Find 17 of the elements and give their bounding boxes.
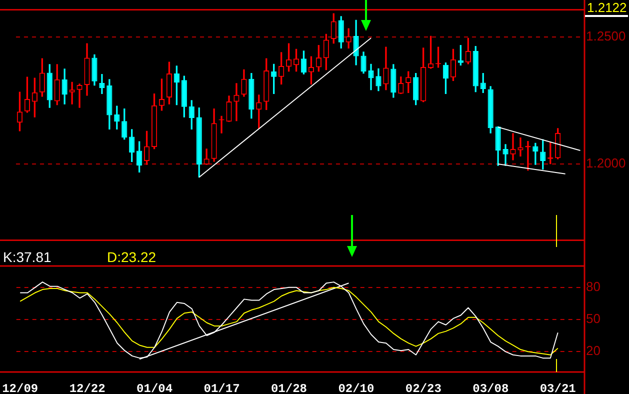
x-tick-label: 12/22 (69, 382, 106, 394)
text: D:23.22 (107, 248, 156, 265)
x-tick-label: 02/23 (405, 382, 442, 394)
y-tick-label: 1.2500 (586, 28, 626, 44)
x-tick-label: 03/08 (472, 382, 509, 394)
series-label: K:37.81 (3, 248, 52, 265)
y-tick-label: 20 (586, 343, 600, 358)
x-tick-label: 12/09 (2, 382, 38, 394)
x-tick-label: 01/28 (270, 382, 307, 394)
text: 1.2122 (585, 0, 628, 17)
y-tick-label: 1.2000 (586, 156, 626, 171)
x-tick-label: 03/21 (540, 382, 576, 394)
x-tick-label: 02/10 (338, 382, 374, 394)
x-tick-label: 01/04 (136, 382, 173, 394)
x-tick-label: 01/17 (204, 382, 240, 394)
y-tick-label: 80 (586, 278, 600, 294)
y-tick-label: 50 (586, 311, 600, 326)
